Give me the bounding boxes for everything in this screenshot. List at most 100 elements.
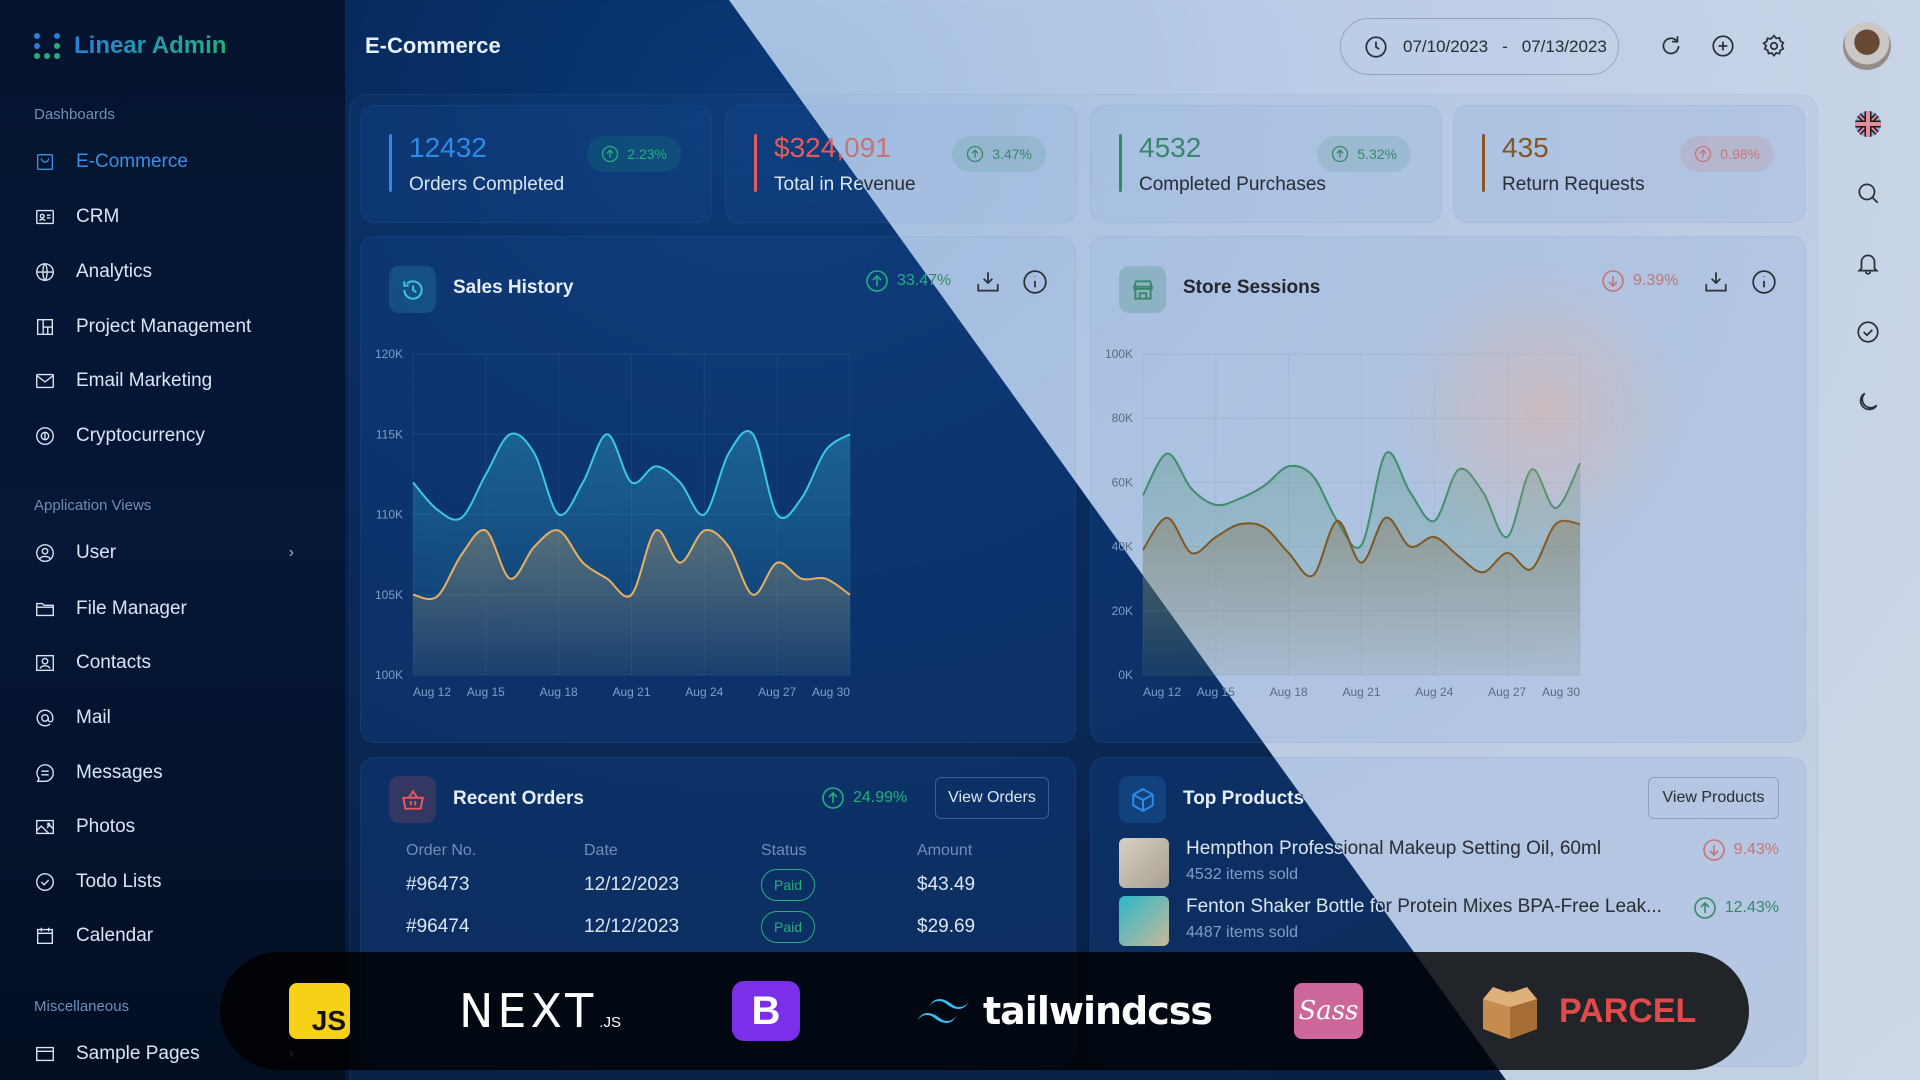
- column-header-amount: Amount: [917, 842, 973, 859]
- y-tick-label: 100K: [375, 668, 403, 682]
- sidebar-item-label: Messages: [76, 762, 163, 783]
- sidebar-item-photos[interactable]: Photos: [34, 807, 294, 847]
- column-header-order: Order No.: [406, 842, 477, 859]
- sidebar-item-label: Photos: [76, 816, 136, 837]
- x-tick-label: Aug 15: [1197, 685, 1235, 699]
- y-tick-label: 115K: [376, 427, 403, 441]
- order-number: #96473: [406, 874, 470, 895]
- y-tick-label: 80K: [1112, 411, 1133, 425]
- arrow-up-circle-icon: [1693, 897, 1716, 919]
- store-sessions-chart: 0K 20K 40K 60K 80K 100K Aug 12 Aug 15 Aug 18 Aug …: [1105, 347, 1581, 699]
- sidebar-item-file-manager[interactable]: File Manager: [34, 589, 294, 629]
- stat-card: 4532 Completed Purchases 5.32%: [1090, 105, 1442, 223]
- stat-card: 435 Return Requests 0.98%: [1453, 105, 1805, 223]
- sidebar-item-calendar[interactable]: Calendar: [34, 916, 294, 956]
- check-circle-icon[interactable]: [1855, 319, 1881, 345]
- stat-card: 12432 Orders Completed 2.23%: [360, 105, 712, 223]
- date-end: 07/13/2023: [1521, 36, 1607, 56]
- app-logo[interactable]: Linear Admin: [34, 32, 226, 60]
- y-tick-label: 105K: [375, 588, 403, 602]
- product-thumbnail: [1119, 896, 1169, 946]
- date-separator: -: [1502, 36, 1508, 56]
- bell-icon[interactable]: [1855, 250, 1881, 276]
- moon-icon[interactable]: [1855, 389, 1881, 415]
- search-icon[interactable]: [1855, 180, 1881, 206]
- globe-icon: [36, 263, 54, 281]
- js-logo-text: JS: [289, 983, 350, 1039]
- stat-value: 12432: [409, 132, 487, 163]
- view-products-button[interactable]: View Products: [1648, 777, 1779, 819]
- orders-change: 24.99%: [821, 786, 907, 810]
- refresh-icon[interactable]: [1658, 33, 1684, 59]
- clock-icon: [1365, 35, 1387, 58]
- chart-title: Sales History: [453, 277, 574, 298]
- user-avatar[interactable]: [1843, 22, 1891, 70]
- sidebar-section-label: Miscellaneous: [34, 998, 130, 1015]
- column-header-status: Status: [761, 842, 807, 859]
- sidebar-item-analytics[interactable]: Analytics: [34, 252, 294, 292]
- accent-bar: [1119, 134, 1122, 192]
- sidebar-item-label: Mail: [76, 707, 111, 728]
- sass-logo: Sass: [1294, 952, 1363, 1070]
- sidebar-item-messages[interactable]: Messages: [34, 753, 294, 793]
- y-tick-label: 120K: [375, 347, 403, 361]
- change-value: 9.43%: [1733, 841, 1779, 858]
- y-tick-label: 110K: [376, 508, 403, 522]
- stat-label: Return Requests: [1502, 174, 1645, 195]
- image-icon: [36, 819, 54, 835]
- change-value: 0.98%: [1720, 146, 1760, 162]
- folder-icon: [36, 602, 54, 617]
- arrow-up-circle-icon: [1332, 145, 1349, 163]
- uk-flag-icon[interactable]: [1855, 111, 1881, 137]
- accent-bar: [1482, 134, 1485, 192]
- next-suffix: .JS: [599, 1013, 621, 1031]
- parcel-box-icon: [1483, 987, 1537, 1039]
- change-badge: 2.23%: [587, 136, 681, 172]
- accent-bar: [754, 134, 757, 192]
- product-sold: 4532 items sold: [1186, 866, 1299, 883]
- coin-icon: [36, 427, 54, 445]
- bootstrap-logo-text: B: [732, 981, 800, 1041]
- sidebar-item-todo-lists[interactable]: Todo Lists: [34, 862, 294, 902]
- chevron-right-icon: ›: [288, 544, 294, 561]
- sass-logo-text: Sass: [1294, 983, 1363, 1039]
- sidebar-item-mail[interactable]: Mail: [34, 698, 294, 738]
- change-value: 5.32%: [1357, 146, 1397, 162]
- calendar-icon: [36, 927, 54, 945]
- app-name: Linear Admin: [74, 32, 227, 59]
- stat-value: 435: [1502, 132, 1549, 163]
- sidebar-item-cryptocurrency[interactable]: Cryptocurrency: [34, 416, 294, 456]
- x-tick-label: Aug 24: [685, 685, 723, 699]
- id-card-icon: [36, 209, 54, 225]
- change-value: 24.99%: [853, 789, 908, 806]
- sidebar-item-user[interactable]: User ›: [34, 533, 294, 573]
- product-thumbnail: [1119, 838, 1169, 888]
- add-circle-icon[interactable]: [1710, 33, 1736, 59]
- sidebar-item-email-marketing[interactable]: Email Marketing: [34, 361, 294, 401]
- view-orders-button[interactable]: View Orders: [935, 777, 1049, 819]
- sidebar-item-label: File Manager: [76, 598, 187, 619]
- sidebar-item-project-management[interactable]: Project Management: [34, 307, 294, 347]
- date-range-picker[interactable]: 07/10/2023 - 07/13/2023: [1340, 18, 1619, 75]
- x-tick-label: Aug 18: [1270, 685, 1308, 699]
- product-name: Hempthon Professional Makeup Setting Oil…: [1186, 838, 1602, 859]
- sidebar-item-label: Email Marketing: [76, 370, 213, 391]
- parcel-logo: PARCEL: [1475, 952, 1696, 1070]
- sidebar-item-contacts[interactable]: Contacts: [34, 643, 294, 683]
- gear-icon[interactable]: [1761, 33, 1787, 59]
- sidebar-item-label: Cryptocurrency: [76, 425, 205, 446]
- sidebar-item-e-commerce[interactable]: E-Commerce: [34, 142, 294, 182]
- stat-label: Total in Revenue: [774, 174, 916, 195]
- status-badge: Paid: [761, 911, 815, 943]
- change-value: 2.23%: [627, 146, 667, 162]
- order-number: #96474: [406, 916, 470, 937]
- sidebar: Linear Admin Dashboards E-Commerce CRM Anal…: [0, 0, 345, 1080]
- x-tick-label: Aug 24: [1415, 685, 1453, 699]
- stat-value: 4532: [1139, 132, 1202, 163]
- stat-value: $324,091: [774, 132, 891, 163]
- x-tick-label: Aug 15: [467, 685, 505, 699]
- at-sign-icon: [36, 709, 54, 727]
- sidebar-item-label: CRM: [76, 206, 120, 227]
- javascript-logo: JS: [289, 952, 350, 1070]
- sidebar-item-crm[interactable]: CRM: [34, 197, 294, 237]
